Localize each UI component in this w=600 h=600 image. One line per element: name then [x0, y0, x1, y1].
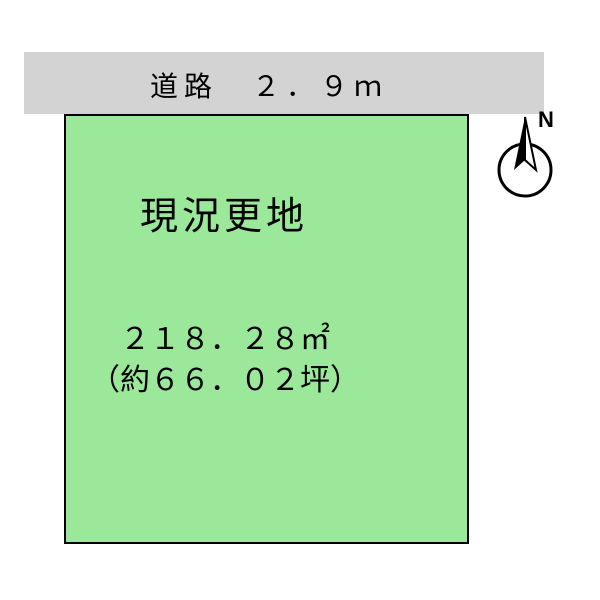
lot-area-m2: ２１８．２８㎡: [90, 320, 360, 361]
compass: N: [490, 115, 560, 210]
lot-area-tsubo: （約６６．０２坪）: [90, 361, 360, 402]
lot-status-text: 現況更地: [140, 185, 308, 240]
compass-north-label: N: [538, 107, 554, 133]
lot-area-block: ２１８．２８㎡ （約６６．０２坪）: [90, 320, 360, 401]
road-label: 道路 ２．９ｍ: [150, 65, 388, 105]
